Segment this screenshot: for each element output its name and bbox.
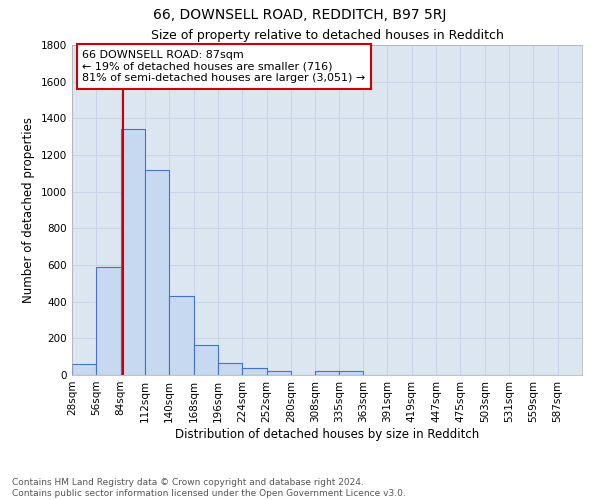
Bar <box>242 368 266 375</box>
Text: 66, DOWNSELL ROAD, REDDITCH, B97 5RJ: 66, DOWNSELL ROAD, REDDITCH, B97 5RJ <box>154 8 446 22</box>
Bar <box>266 372 291 375</box>
Bar <box>97 267 121 375</box>
Bar <box>145 170 169 375</box>
Bar <box>218 363 242 375</box>
Bar <box>339 372 363 375</box>
X-axis label: Distribution of detached houses by size in Redditch: Distribution of detached houses by size … <box>175 428 479 440</box>
Bar <box>194 345 218 375</box>
Text: 66 DOWNSELL ROAD: 87sqm
← 19% of detached houses are smaller (716)
81% of semi-d: 66 DOWNSELL ROAD: 87sqm ← 19% of detache… <box>82 50 365 83</box>
Bar <box>121 130 145 375</box>
Bar <box>72 364 97 375</box>
Bar <box>169 296 194 375</box>
Text: Contains HM Land Registry data © Crown copyright and database right 2024.
Contai: Contains HM Land Registry data © Crown c… <box>12 478 406 498</box>
Bar <box>315 372 340 375</box>
Title: Size of property relative to detached houses in Redditch: Size of property relative to detached ho… <box>151 30 503 43</box>
Y-axis label: Number of detached properties: Number of detached properties <box>22 117 35 303</box>
